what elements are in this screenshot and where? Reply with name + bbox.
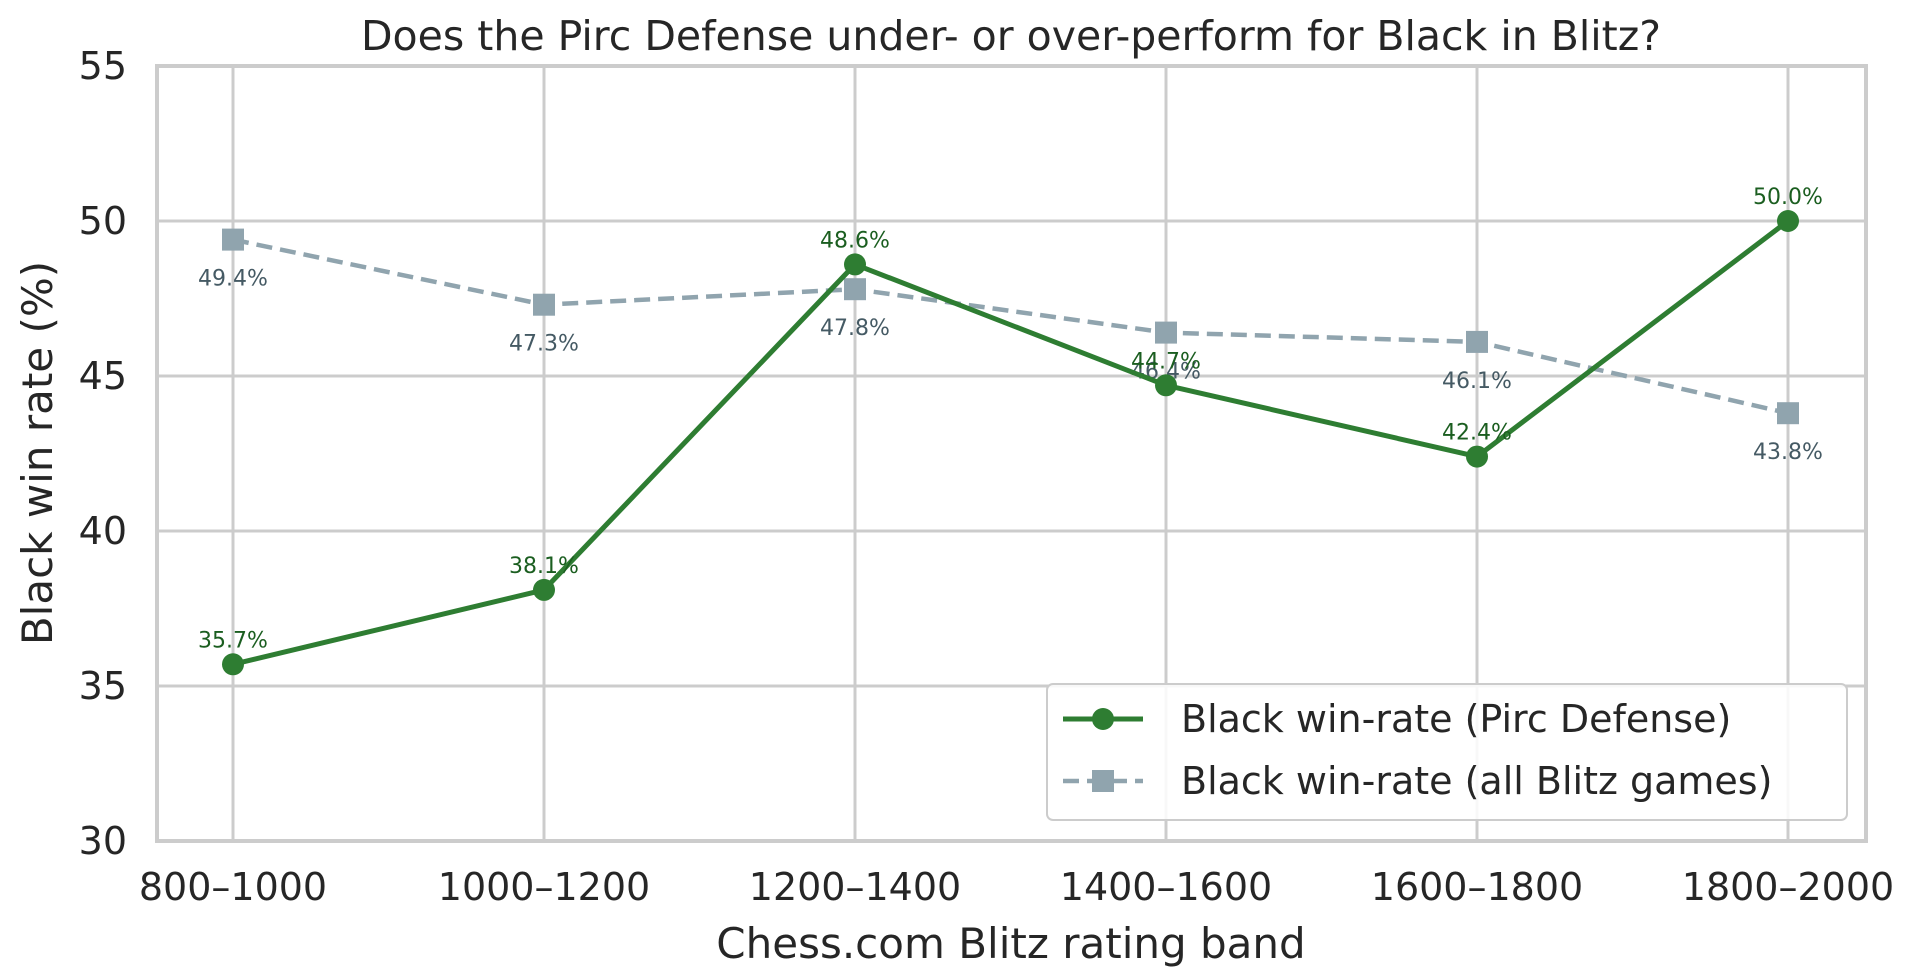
legend-pirc-marker [1092, 708, 1114, 730]
pirc-data-label: 35.7% [198, 628, 268, 653]
all-games-point [533, 293, 555, 316]
pirc-point [1777, 210, 1799, 232]
legend-box [1046, 683, 1848, 821]
all-games-point [1155, 321, 1177, 344]
all-games-point [222, 228, 244, 251]
x-tick-label: 800–1000 [139, 865, 327, 909]
pirc-point [533, 578, 555, 601]
y-axis-label: Black win rate (%) [13, 261, 62, 645]
all-games-series-line [232, 237, 1789, 416]
x-tick-label: 1200–1400 [749, 865, 961, 909]
legend-label: Black win-rate (Pirc Defense) [1181, 697, 1731, 741]
pirc-series-line [232, 219, 1790, 667]
pirc-data-label: 42.4% [1442, 421, 1512, 446]
x-tick-label: 1400–1600 [1060, 865, 1272, 909]
all-games-point [1466, 330, 1488, 353]
x-axis-ticks: 800–1000 1000–1200 1200–1400 1400–1600 1600–… [139, 865, 1894, 909]
series-group: 49.4%47.3%47.8%46.4% 46.1%43.8%35.7%38.1%… [198, 185, 1823, 676]
y-tick-label: 30 [79, 819, 127, 863]
pirc-data-label: 50.0% [1753, 185, 1823, 210]
y-tick-label: 35 [79, 664, 127, 708]
all-games-data-label: 43.8% [1753, 440, 1823, 465]
pirc-point [844, 253, 866, 276]
x-axis-label: Chess.com Blitz rating band [716, 919, 1305, 968]
pirc-point [1155, 374, 1177, 397]
all-games-point [844, 278, 866, 301]
pirc-data-label: 38.1% [509, 554, 579, 579]
all-games-data-label: 46.1% [1442, 369, 1512, 394]
legend-all-games-marker [1092, 770, 1114, 792]
plot-frame [155, 64, 1868, 843]
x-tick-label: 1000–1200 [438, 865, 650, 909]
pirc-point [1466, 445, 1488, 468]
x-tick-label: 1800–2000 [1682, 865, 1894, 909]
pirc-data-label: 44.7% [1131, 349, 1201, 374]
all-games-point [1777, 402, 1799, 425]
all-games-data-label: 47.8% [820, 316, 890, 341]
y-axis-ticks: 30 35 40 45 50 55 [79, 44, 127, 863]
all-games-data-label: 47.3% [509, 332, 579, 357]
all-games-data-label: 49.4% [198, 267, 268, 292]
y-tick-label: 40 [79, 509, 127, 553]
legend: Black win-rate (Pirc Defense) Black win-r… [1046, 683, 1848, 821]
pirc-data-label: 48.6% [820, 228, 890, 253]
pirc-point [222, 653, 244, 676]
x-tick-label: 1600–1800 [1371, 865, 1583, 909]
chart-title: Does the Pirc Defense under- or over-per… [361, 12, 1661, 60]
y-tick-label: 50 [79, 199, 127, 243]
y-tick-label: 55 [79, 44, 127, 88]
legend-label: Black win-rate (all Blitz games) [1181, 759, 1772, 803]
y-tick-label: 45 [79, 354, 127, 398]
